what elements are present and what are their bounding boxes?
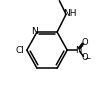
Text: Cl: Cl (16, 46, 25, 55)
Text: −: − (84, 54, 90, 63)
Text: O: O (81, 38, 88, 47)
Text: +: + (79, 44, 84, 50)
Text: N: N (32, 27, 38, 36)
Text: N: N (75, 46, 82, 55)
Text: NH: NH (63, 9, 76, 18)
Text: O: O (81, 53, 88, 62)
